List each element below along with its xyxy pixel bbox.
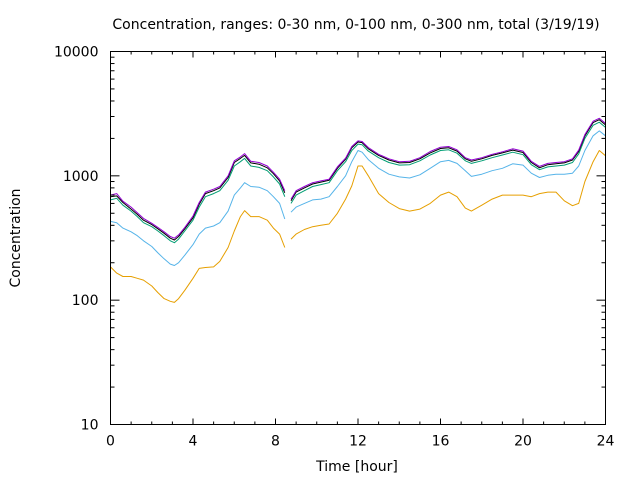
series-line-2-segment-1 [110,182,286,266]
series-line-4-segment-1 [110,154,286,241]
series-line-3-segment-2 [290,121,606,204]
y-axis-label: Concentration [8,188,24,287]
y-tick-label: 100 [72,293,99,309]
series-line-4-segment-2 [290,119,606,202]
tick-layer: 0 4 8 12 16 20 24 10 100 1000 10000 [54,45,615,450]
x-tick-label: 24 [597,434,615,450]
y-tick-label: 10 [81,418,99,434]
x-tick-label: 12 [349,434,367,450]
series-line-2-segment-2 [290,130,606,213]
series-line-1-segment-2 [290,150,606,240]
x-tick-label: 4 [189,434,198,450]
x-tick-label: 16 [432,434,450,450]
x-tick-label: 20 [514,434,532,450]
chart-title: Concentration, ranges: 0-30 nm, 0-100 nm… [112,17,599,33]
series-line-5-segment-1 [110,153,286,239]
series-line-5-segment-2 [290,117,606,200]
series-line-3-segment-1 [110,157,286,244]
plot-frame [110,51,606,425]
y-tick-label: 10000 [54,45,99,61]
x-axis-label: Time [hour] [315,459,398,475]
series-layer [110,117,606,303]
x-tick-label: 0 [106,434,115,450]
y-tick-label: 1000 [63,169,99,185]
series-line-1-segment-1 [110,210,286,303]
x-tick-label: 8 [271,434,280,450]
